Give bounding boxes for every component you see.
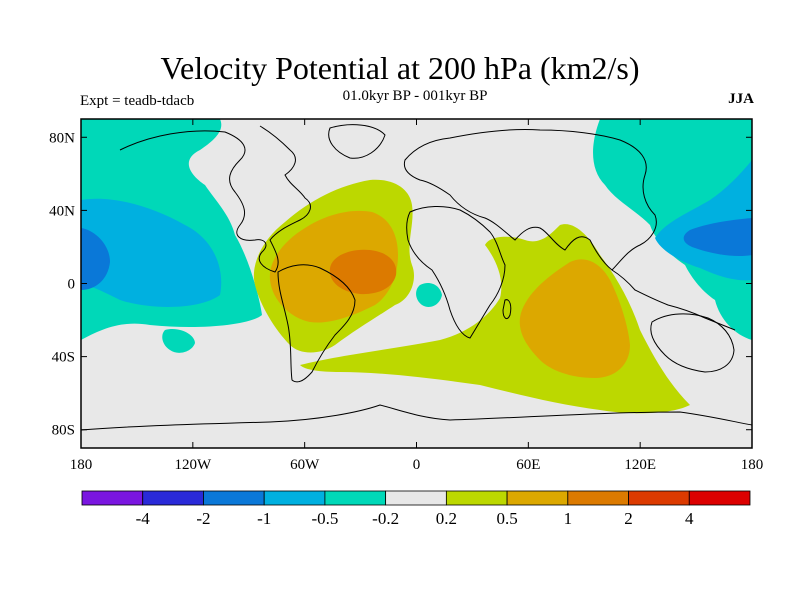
pos-region-indian-ocean-core xyxy=(519,259,630,378)
colorbar-swatch xyxy=(324,490,387,506)
x-tick-label: 0 xyxy=(413,457,421,473)
y-tick-label: 80N xyxy=(49,130,75,146)
coast-australia xyxy=(650,313,735,373)
x-tick-label: 60E xyxy=(516,457,540,473)
colorbar-swatch xyxy=(506,490,569,506)
contour-field xyxy=(81,119,752,448)
colorbar-label: -1 xyxy=(257,509,271,528)
coast-southeast-asia xyxy=(611,269,736,331)
x-axis: 180 120W 60W 0 60E 120E 180 xyxy=(70,119,764,473)
x-tick-label: 180 xyxy=(70,457,93,473)
colorbar-swatch xyxy=(142,490,204,506)
colorbar-label: -0.5 xyxy=(311,509,338,528)
coast-africa xyxy=(406,206,506,339)
colorbar-label: -4 xyxy=(136,509,151,528)
colorbar-label: 1 xyxy=(564,509,573,528)
colorbar-label: 0.2 xyxy=(436,509,457,528)
coast-greenland xyxy=(328,124,386,159)
neg-region-west-pacific-core xyxy=(81,198,222,307)
x-tick-label: 120E xyxy=(624,457,656,473)
colorbar-label: -2 xyxy=(196,509,210,528)
y-tick-label: 40N xyxy=(49,203,75,219)
coast-eurasia xyxy=(403,128,657,271)
colorbar-swatch xyxy=(263,490,326,506)
coast-north-america xyxy=(119,125,311,273)
coastlines xyxy=(81,124,752,431)
colorbar-swatch xyxy=(688,490,751,506)
map-subtitle: 01.0kyr BP - 001kyr BP xyxy=(342,88,488,104)
neg-region-west-pacific-max xyxy=(81,228,110,290)
neg-region-south-pacific-blob xyxy=(162,329,195,353)
neg-region-africa-atlantic xyxy=(416,283,442,307)
pos-region-americas-max xyxy=(329,249,397,295)
coast-antarctica xyxy=(81,404,752,431)
coast-south-america xyxy=(277,264,356,383)
colorbar-label: 2 xyxy=(624,509,633,528)
colorbar-label: 0.5 xyxy=(496,509,517,528)
colorbar-swatch xyxy=(628,490,690,506)
coast-madagascar xyxy=(502,299,512,320)
x-tick-label: 120W xyxy=(174,457,212,473)
y-tick-label: 80S xyxy=(52,423,75,439)
neg-region-east-pacific-max xyxy=(683,218,752,257)
colorbar: -4 -2 -1 -0.5 -0.2 0.2 0.5 1 2 4 xyxy=(81,490,751,528)
colorbar-label: 4 xyxy=(685,509,694,528)
map-title: Velocity Potential at 200 hPa (km2/s) xyxy=(160,50,640,86)
x-tick-label: 180 xyxy=(741,457,764,473)
experiment-label: Expt = teadb-tdacb xyxy=(80,93,195,109)
colorbar-swatch xyxy=(567,490,629,506)
season-label: JJA xyxy=(728,91,754,107)
colorbar-swatch xyxy=(203,490,265,506)
y-tick-label: 40S xyxy=(52,350,75,366)
x-tick-label: 60W xyxy=(290,457,320,473)
colorbar-swatch xyxy=(445,490,508,506)
colorbar-swatch xyxy=(81,490,144,506)
y-tick-label: 0 xyxy=(68,277,76,293)
colorbar-swatch xyxy=(385,490,447,506)
y-axis: 80N 40N 0 40S 80S xyxy=(49,130,752,439)
colorbar-label: -0.2 xyxy=(372,509,399,528)
